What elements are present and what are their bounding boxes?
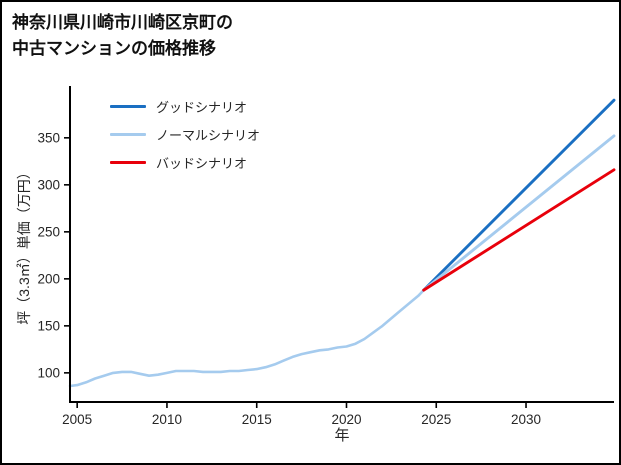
y-tick-label: 200 — [37, 271, 60, 286]
series-line-historical — [68, 288, 426, 388]
legend-item-good: グッドシナリオ — [110, 92, 260, 120]
legend-item-normal: ノーマルシナリオ — [110, 120, 260, 148]
y-tick-label: 150 — [37, 318, 60, 333]
chart-legend: グッドシナリオ ノーマルシナリオ バッドシナリオ — [110, 92, 260, 176]
series-line-good-scenario — [422, 98, 616, 292]
legend-label-normal: ノーマルシナリオ — [156, 127, 261, 143]
legend-swatch-normal-icon — [110, 132, 146, 136]
legend-swatch-good-icon — [110, 104, 146, 108]
x-tick-label: 2015 — [242, 412, 272, 427]
legend-label-good: グッドシナリオ — [156, 99, 248, 115]
x-tick-label: 2005 — [62, 412, 92, 427]
y-tick-label: 350 — [37, 130, 60, 145]
chart-title-line1: 神奈川県川崎市川崎区京町の — [12, 13, 233, 32]
chart-title: 神奈川県川崎市川崎区京町の 中古マンションの価格推移 — [12, 10, 233, 63]
x-tick-label: 2030 — [511, 412, 541, 427]
y-tick-label: 300 — [37, 177, 60, 192]
x-tick-label: 2010 — [152, 412, 182, 427]
x-tick-label: 2025 — [421, 412, 451, 427]
y-tick-label: 100 — [37, 365, 60, 380]
x-axis-label: 年 — [334, 427, 350, 444]
y-tick-label: 250 — [37, 224, 60, 239]
legend-swatch-bad-icon — [110, 160, 146, 164]
legend-label-bad: バッドシナリオ — [156, 155, 248, 171]
series-line-normal-scenario — [422, 134, 616, 292]
x-tick-label: 2020 — [331, 412, 361, 427]
legend-item-bad: バッドシナリオ — [110, 148, 260, 176]
series-line-bad-scenario — [422, 168, 616, 292]
chart-title-line2: 中古マンションの価格推移 — [12, 39, 216, 59]
y-axis-label: 坪（3.3㎡）単価（万円） — [16, 165, 32, 325]
